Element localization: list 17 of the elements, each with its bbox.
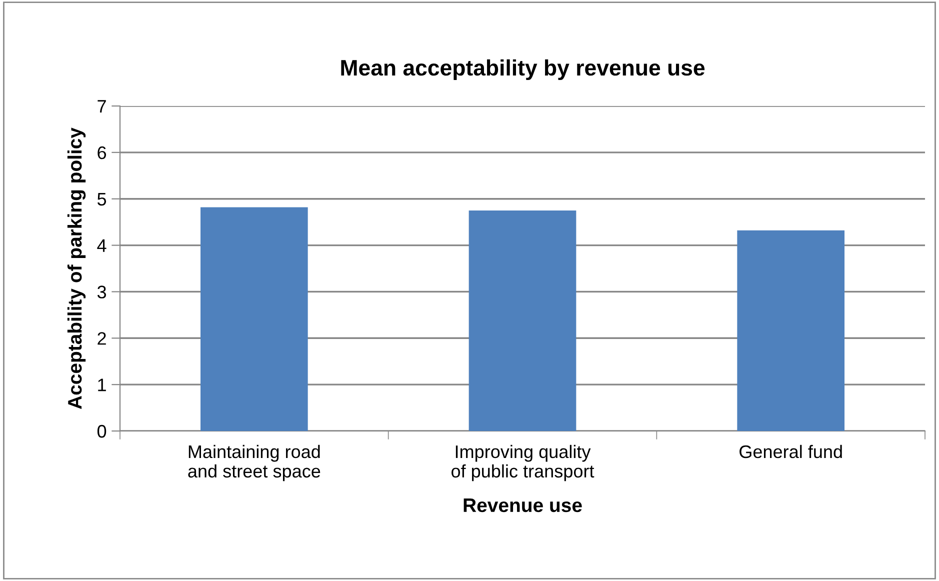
bar — [200, 207, 308, 431]
x-tick-label: Maintaining road and street space — [188, 444, 320, 482]
y-tick-label: 7 — [98, 100, 106, 113]
x-axis-title: Revenue use — [464, 498, 582, 512]
y-tick-label: 0 — [97, 424, 106, 438]
chart-title: Mean acceptability by revenue use — [341, 59, 705, 80]
y-tick-label: 2 — [98, 332, 106, 345]
y-tick-label: 1 — [98, 378, 106, 392]
y-tick-label: 6 — [98, 146, 106, 160]
bar — [468, 210, 576, 431]
y-axis-title: Acceptability of parking policy — [67, 128, 86, 410]
y-tick-label: 5 — [97, 192, 106, 206]
y-tick-label: 4 — [97, 239, 106, 252]
bar — [737, 230, 844, 431]
x-tick-label: Improving quality of public transport — [452, 444, 594, 482]
y-tick-label: 3 — [97, 286, 106, 298]
x-tick-label: General fund — [740, 444, 842, 458]
